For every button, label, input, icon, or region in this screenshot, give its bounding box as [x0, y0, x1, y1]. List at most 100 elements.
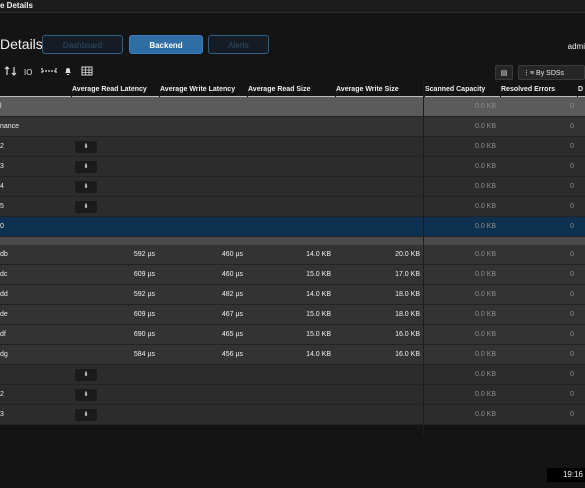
expand-chevron-icon[interactable]: ⬇: [75, 409, 97, 421]
row-name: dd: [0, 291, 8, 298]
cell-scanned-capacity: 0.0 KB: [474, 351, 496, 358]
expand-chevron-icon[interactable]: ⬇: [75, 141, 97, 153]
page-title: Details: [0, 36, 43, 52]
expand-chevron-icon[interactable]: ⬇: [75, 181, 97, 193]
table-row[interactable]: df 690 µs 465 µs 15.0 KB 16.0 KB 0.0 KB 0: [0, 325, 585, 345]
cell-avg-write-latency: 482 µs: [221, 291, 243, 298]
cell-scanned-capacity: 0.0 KB: [474, 163, 496, 170]
cell-avg-write-size: 20.0 KB: [395, 251, 420, 258]
cell-scanned-capacity: 0.0 KB: [474, 123, 496, 130]
table-row[interactable]: 0 0.0 KB 0: [0, 217, 585, 237]
table-row[interactable]: de 609 µs 467 µs 15.0 KB 18.0 KB 0.0 KB 0: [0, 305, 585, 325]
tab-alerts[interactable]: Alerts: [208, 35, 269, 54]
table-row[interactable]: 2 ⬇ 0.0 KB 0: [0, 137, 585, 157]
col-name-header: [0, 82, 71, 97]
row-name: 2: [0, 143, 4, 150]
clock: 19:16: [547, 468, 585, 482]
cell-scanned-capacity: 0.0 KB: [474, 311, 496, 318]
sort-icon[interactable]: [4, 66, 18, 79]
view-select[interactable]: ⋮≡ By SDSs: [518, 65, 585, 80]
cell-avg-read-latency: 592 µs: [133, 291, 155, 298]
table-row[interactable]: dd 592 µs 482 µs 14.0 KB 18.0 KB 0.0 KB 0: [0, 285, 585, 305]
col-d[interactable]: D: [578, 82, 585, 97]
col-avg-read-latency[interactable]: Average Read Latency: [72, 82, 159, 97]
user-menu[interactable]: admi: [567, 42, 585, 51]
cell-scanned-capacity: 0.0 KB: [474, 411, 496, 418]
export-icon: ▤: [500, 70, 508, 77]
table-row[interactable]: 3 ⬇ 0.0 KB 0: [0, 157, 585, 177]
table-row[interactable]: ⬇ 0.0 KB 0: [0, 365, 585, 385]
cell-avg-write-latency: 460 µs: [221, 271, 243, 278]
cell-avg-read-latency: 584 µs: [133, 351, 155, 358]
row-name: df: [0, 331, 6, 338]
range-icon[interactable]: [41, 66, 57, 79]
table-row[interactable]: 4 ⬇ 0.0 KB 0: [0, 177, 585, 197]
col-avg-read-size[interactable]: Average Read Size: [248, 82, 335, 97]
cell-scanned-capacity: 0.0 KB: [474, 183, 496, 190]
table-row[interactable]: l 0.0 KB 0: [0, 97, 585, 117]
cell-avg-read-size: 15.0 KB: [306, 311, 331, 318]
cell-avg-read-latency: 609 µs: [133, 271, 155, 278]
cell-resolved-errors: 0: [570, 251, 574, 258]
row-name: nance: [0, 123, 20, 130]
cell-avg-read-latency: 690 µs: [133, 331, 155, 338]
col-avg-write-size[interactable]: Average Write Size: [336, 82, 423, 97]
cell-avg-write-size: 18.0 KB: [395, 311, 420, 318]
cell-resolved-errors: 0: [570, 331, 574, 338]
row-name: 4: [0, 183, 4, 190]
column-separator: [423, 82, 424, 435]
row-name: 5: [0, 203, 4, 210]
cell-resolved-errors: 0: [570, 223, 574, 230]
export-button[interactable]: ▤: [495, 65, 513, 80]
tab-backend[interactable]: Backend: [129, 35, 203, 54]
cell-avg-write-latency: 467 µs: [221, 311, 243, 318]
row-name: 3: [0, 411, 4, 418]
cell-avg-read-size: 15.0 KB: [306, 271, 331, 278]
expand-chevron-icon[interactable]: ⬇: [75, 369, 97, 381]
table-row[interactable]: 3 ⬇ 0.0 KB 0: [0, 405, 585, 425]
table-row[interactable]: dg 584 µs 456 µs 14.0 KB 16.0 KB 0.0 KB 0: [0, 345, 585, 365]
cell-resolved-errors: 0: [570, 271, 574, 278]
table-row[interactable]: db 592 µs 460 µs 14.0 KB 20.0 KB 0.0 KB 0: [0, 245, 585, 265]
footer: [0, 435, 585, 488]
io-icon[interactable]: IO: [24, 66, 32, 79]
cell-avg-read-size: 14.0 KB: [306, 351, 331, 358]
row-name: 2: [0, 391, 4, 398]
cell-scanned-capacity: 0.0 KB: [474, 103, 496, 110]
cell-avg-write-latency: 465 µs: [221, 331, 243, 338]
tree-icon: ⋮≡: [523, 70, 537, 77]
table-header: Average Read Latency Average Write Laten…: [0, 82, 585, 97]
window-title: e Details: [0, 1, 33, 10]
cell-resolved-errors: 0: [570, 351, 574, 358]
expand-chevron-icon[interactable]: ⬇: [75, 389, 97, 401]
cell-scanned-capacity: 0.0 KB: [474, 391, 496, 398]
cell-resolved-errors: 0: [570, 163, 574, 170]
table-row[interactable]: nance 0.0 KB 0: [0, 117, 585, 137]
cell-avg-write-size: 18.0 KB: [395, 291, 420, 298]
grid-icon[interactable]: [81, 66, 93, 79]
table-row[interactable]: 2 ⬇ 0.0 KB 0: [0, 385, 585, 405]
cell-avg-read-latency: 609 µs: [133, 311, 155, 318]
col-scanned-capacity[interactable]: Scanned Capacity: [425, 82, 500, 97]
expand-chevron-icon[interactable]: ⬇: [75, 161, 97, 173]
row-name: de: [0, 311, 8, 318]
cell-resolved-errors: 0: [570, 311, 574, 318]
cell-scanned-capacity: 0.0 KB: [474, 143, 496, 150]
cell-resolved-errors: 0: [570, 291, 574, 298]
table-row[interactable]: 5 ⬇ 0.0 KB 0: [0, 197, 585, 217]
table-row[interactable]: dc 609 µs 460 µs 15.0 KB 17.0 KB 0.0 KB 0: [0, 265, 585, 285]
col-resolved-errors[interactable]: Resolved Errors: [501, 82, 577, 97]
cell-scanned-capacity: 0.0 KB: [474, 251, 496, 258]
cell-resolved-errors: 0: [570, 203, 574, 210]
bell-icon[interactable]: [63, 66, 73, 79]
cell-resolved-errors: 0: [570, 103, 574, 110]
expand-chevron-icon[interactable]: ⬇: [75, 201, 97, 213]
cell-resolved-errors: 0: [570, 391, 574, 398]
cell-scanned-capacity: 0.0 KB: [474, 291, 496, 298]
col-avg-write-latency[interactable]: Average Write Latency: [160, 82, 247, 97]
tab-dashboard[interactable]: Dashboard: [42, 35, 123, 54]
row-name: [0, 365, 60, 385]
cell-scanned-capacity: 0.0 KB: [474, 371, 496, 378]
row-name: dg: [0, 351, 8, 358]
io-label: IO: [24, 68, 33, 77]
